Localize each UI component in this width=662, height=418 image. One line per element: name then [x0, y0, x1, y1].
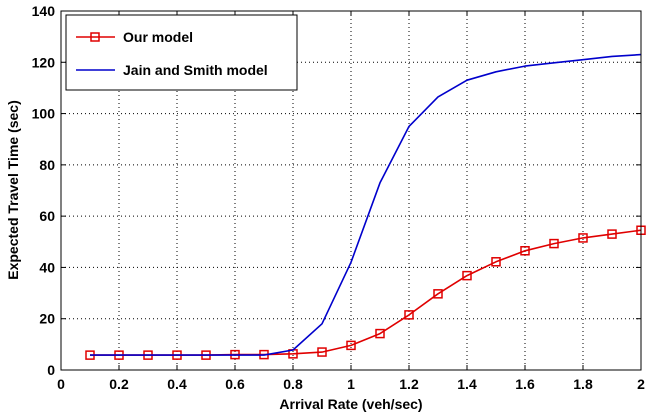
data-point-our-model: [491, 257, 501, 267]
x-tick-label: 0.6: [225, 376, 245, 392]
legend-box: [65, 14, 298, 91]
x-tick-label: 1: [347, 376, 355, 392]
y-tick-label: 60: [39, 208, 55, 224]
legend-label-jain-smith-model: Jain and Smith model: [123, 62, 268, 78]
x-tick-label: 0.2: [109, 376, 129, 392]
data-point-our-model: [462, 270, 472, 281]
legend-label-our-model: Our model: [123, 29, 193, 45]
data-point-our-model: [404, 310, 414, 320]
data-point-our-model: [607, 229, 617, 239]
x-tick-label: 2: [637, 376, 645, 392]
y-tick-label: 140: [32, 3, 56, 19]
x-tick-label: 0: [57, 376, 65, 392]
y-tick-label: 120: [32, 54, 56, 70]
y-tick-label: 40: [39, 259, 55, 275]
data-point-our-model: [317, 347, 327, 357]
data-point-our-model: [520, 246, 530, 256]
series-line-jain-smith-model: [90, 53, 642, 356]
x-tick-label: 1.8: [573, 376, 593, 392]
legend-marker-our-model: [90, 32, 100, 42]
data-point-our-model: [549, 238, 559, 249]
tick-labels: 0 0.2 0.4 0.6 0.8 1 1.2 1.4 1.6 1.8 20204060801001…: [32, 3, 645, 392]
x-tick-label: 1.6: [515, 376, 535, 392]
data-point-our-model: [433, 289, 443, 299]
x-axis-title: Arrival Rate (veh/sec): [279, 396, 422, 412]
data-point-our-model: [375, 328, 385, 339]
data-point-our-model: [346, 340, 356, 351]
y-tick-label: 20: [39, 311, 55, 327]
y-tick-label: 0: [47, 362, 55, 378]
x-tick-label: 0.4: [167, 376, 187, 392]
data-point-our-model: [578, 233, 588, 243]
legend: Our model Jain and Smith model: [65, 14, 298, 91]
x-tick-label: 1.4: [457, 376, 477, 392]
x-tick-label: 0.8: [283, 376, 303, 392]
y-axis-title: Expected Travel Time (sec): [5, 100, 21, 280]
y-tick-label: 80: [39, 157, 55, 173]
x-tick-label: 1.2: [399, 376, 419, 392]
plot-series: [85, 53, 646, 360]
y-tick-label: 100: [32, 106, 56, 122]
